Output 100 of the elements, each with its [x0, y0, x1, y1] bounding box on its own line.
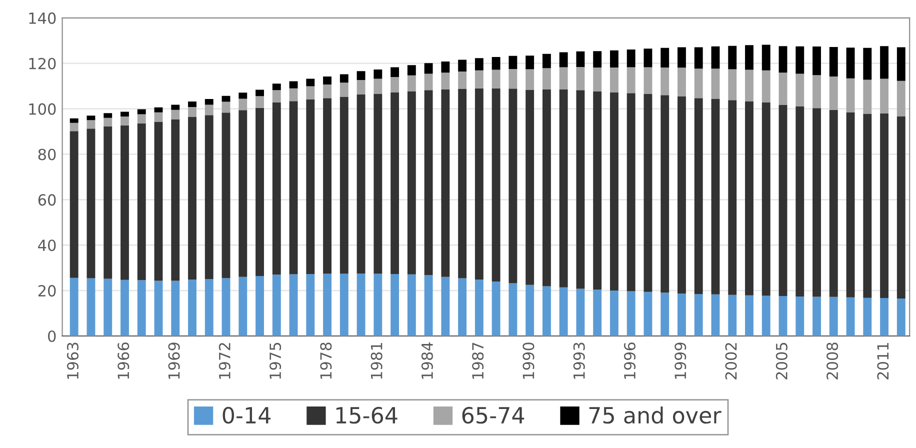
- bar: [880, 78, 888, 114]
- bar: [306, 78, 315, 86]
- bar: [542, 89, 551, 286]
- bar: [474, 58, 484, 70]
- bar: [644, 292, 652, 336]
- bar: [356, 71, 366, 80]
- bar: [694, 47, 703, 69]
- bar: [154, 280, 163, 336]
- bar: [458, 278, 467, 336]
- bar: [728, 100, 737, 295]
- bar: [390, 274, 400, 336]
- legend-label: 15-64: [336, 406, 398, 424]
- bar: [474, 280, 484, 336]
- bar: [424, 63, 433, 74]
- bar: [559, 67, 568, 90]
- bar: [576, 90, 585, 289]
- bar: [222, 102, 230, 113]
- bar: [492, 88, 500, 282]
- x-tick-label: 1978: [320, 342, 332, 379]
- x-tick-label: 2011: [877, 342, 889, 380]
- bar: [188, 116, 196, 280]
- bar: [441, 276, 450, 336]
- bar: [340, 74, 348, 83]
- bar: [660, 95, 670, 293]
- bar: [576, 288, 585, 336]
- bar: [694, 68, 703, 98]
- bar: [812, 46, 821, 76]
- bar: [863, 48, 872, 80]
- bar: [508, 56, 518, 70]
- bar: [508, 283, 518, 336]
- bar: [356, 80, 366, 94]
- bar: [441, 72, 450, 90]
- bar: [728, 46, 737, 70]
- bar: [694, 294, 703, 336]
- bar: [762, 70, 770, 102]
- bar: [778, 296, 788, 336]
- bar: [137, 123, 146, 280]
- x-tick-label: 2005: [776, 342, 788, 380]
- bar: [863, 298, 872, 336]
- x-tick-label: 1969: [168, 342, 180, 379]
- bar: [154, 107, 163, 112]
- bar: [829, 47, 838, 77]
- bar: [120, 116, 129, 126]
- y-tick-label: 80: [38, 148, 56, 160]
- bar: [846, 78, 855, 112]
- x-tick-label: 2008: [826, 342, 838, 380]
- bar: [86, 120, 96, 129]
- bar: [796, 296, 804, 336]
- bar: [559, 287, 568, 336]
- bar: [289, 88, 298, 102]
- bar: [289, 81, 298, 88]
- bar: [896, 116, 906, 299]
- bar: [711, 98, 720, 294]
- bar: [374, 94, 382, 274]
- bar: [745, 70, 754, 102]
- bar: [812, 296, 821, 336]
- bar: [576, 51, 585, 67]
- y-tick-label: 140: [29, 12, 56, 24]
- x-tick-label: 1990: [522, 342, 534, 379]
- bar: [711, 68, 720, 99]
- bar: [238, 98, 248, 110]
- bar: [306, 99, 315, 274]
- bar: [880, 298, 888, 336]
- bar: [306, 86, 315, 100]
- bar: [863, 80, 872, 114]
- x-tick-label: 1999: [674, 342, 686, 379]
- bar: [390, 67, 400, 77]
- bar: [256, 276, 264, 336]
- bar: [593, 290, 602, 336]
- bar: [610, 67, 618, 92]
- bar: [762, 102, 770, 296]
- bar: [542, 68, 551, 90]
- bar: [256, 90, 264, 96]
- bar: [407, 91, 416, 274]
- x-tick-label: 1993: [573, 342, 585, 379]
- bar: [492, 70, 500, 88]
- bar: [626, 50, 636, 68]
- y-tick-label: 60: [38, 194, 56, 206]
- bar: [171, 110, 180, 120]
- x-tick-label: 1972: [218, 343, 230, 379]
- bar: [188, 280, 196, 336]
- bar: [70, 278, 78, 336]
- bar: [678, 68, 686, 96]
- x-tick-label: 1966: [118, 342, 130, 379]
- bar: [137, 109, 146, 114]
- x-tick-label: 1984: [421, 342, 433, 379]
- bar: [745, 295, 754, 336]
- bar: [812, 108, 821, 297]
- bar: [559, 89, 568, 288]
- bar: [424, 90, 433, 276]
- bar: [593, 67, 602, 92]
- bar: [626, 93, 636, 292]
- bar: [644, 48, 652, 68]
- bar: [542, 286, 551, 336]
- bar: [846, 297, 855, 336]
- bar: [762, 44, 770, 70]
- bar: [778, 46, 788, 73]
- bar: [204, 104, 214, 116]
- bar: [374, 274, 382, 336]
- bar: [238, 92, 248, 99]
